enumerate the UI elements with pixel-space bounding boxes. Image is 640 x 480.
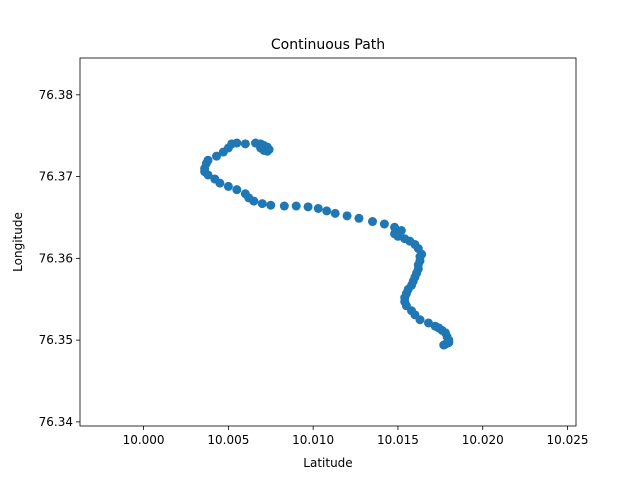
data-point [330,208,340,218]
data-point [212,151,222,161]
data-point [266,200,276,210]
x-axis-ticks: 10.000 10.005 10.010 10.015 10.020 10.025 [123,426,589,447]
data-point [232,185,242,195]
data-point [313,203,323,213]
data-point [368,217,378,227]
x-tick-label: 10.020 [462,433,504,447]
data-point [232,138,242,148]
data-point [240,189,250,199]
chart-title: Continuous Path [271,37,385,53]
y-tick-label: 76.36 [39,251,73,265]
data-point [303,202,313,212]
y-axis-ticks: 76.34 76.35 76.36 76.37 76.38 [39,88,80,429]
data-point [342,211,352,221]
plot-frame [79,57,577,427]
data-point [423,318,433,328]
data-point [396,226,406,236]
data-point [390,222,400,232]
y-tick-label: 76.37 [39,170,73,184]
data-point [279,201,289,211]
data-point [390,229,400,239]
data-point [291,201,301,211]
data-point [430,321,440,331]
data-point [379,219,389,229]
x-tick-label: 10.005 [207,433,249,447]
y-tick-label: 76.35 [39,333,73,347]
x-tick-label: 10.015 [377,433,419,447]
y-tick-label: 76.34 [39,415,73,429]
x-axis-label: Latitude [303,456,352,470]
y-axis-label: Longitude [11,212,25,272]
data-point [257,199,267,209]
data-point [322,206,332,216]
data-point [256,143,266,153]
x-tick-label: 10.000 [123,433,165,447]
data-point [223,181,233,191]
x-tick-label: 10.025 [547,433,589,447]
y-tick-label: 76.38 [39,88,73,102]
data-point [240,139,250,149]
data-point [210,174,220,184]
data-point [400,234,410,244]
x-tick-label: 10.010 [292,433,334,447]
data-points [200,138,454,350]
data-point [354,213,364,223]
data-point [203,155,213,165]
